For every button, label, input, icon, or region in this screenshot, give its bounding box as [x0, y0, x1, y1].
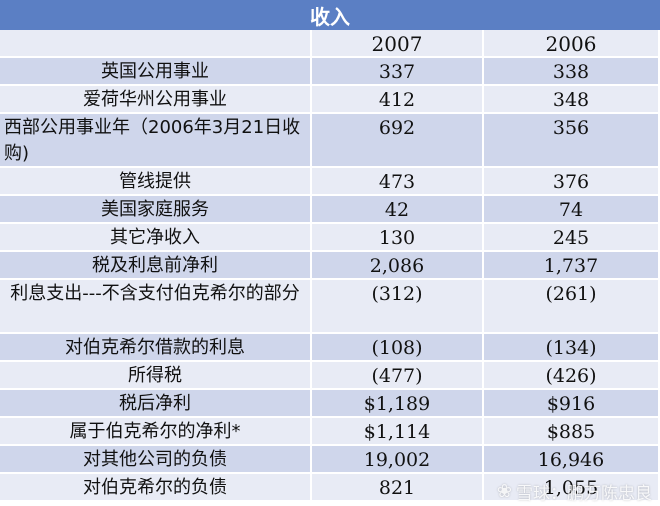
row-value-2006: (261) [484, 280, 660, 334]
watermark: ❀ 雪球：鹏万陈忠良 [497, 479, 652, 504]
row-value-2007: $1,114 [312, 418, 484, 446]
row-value-2006: 376 [484, 168, 660, 196]
table-title: 收入 [0, 0, 660, 30]
row-value-2006: 16,946 [484, 446, 660, 474]
row-value-2007: 130 [312, 224, 484, 252]
row-label: 税后净利 [0, 390, 312, 418]
row-label: 英国公用事业 [0, 58, 312, 86]
row-value-2007: 412 [312, 86, 484, 114]
row-value-2007: (312) [312, 280, 484, 334]
row-label: 美国家庭服务 [0, 196, 312, 224]
row-label: 管线提供 [0, 168, 312, 196]
row-value-2006: 245 [484, 224, 660, 252]
income-table: 2007 2006 英国公用事业 337 338 爱荷华州公用事业 412 34… [0, 30, 660, 506]
header-cell-2007: 2007 [312, 30, 484, 58]
row-value-2006: 338 [484, 58, 660, 86]
row-value-2007: 692 [312, 114, 484, 168]
row-value-2007: 473 [312, 168, 484, 196]
row-value-2006: 1,737 [484, 252, 660, 280]
row-value-2007: 19,002 [312, 446, 484, 474]
row-value-2007: 42 [312, 196, 484, 224]
row-value-2006: 356 [484, 114, 660, 168]
row-value-2007: (108) [312, 334, 484, 362]
row-value-2007: $1,189 [312, 390, 484, 418]
row-label: 对伯克希尔的负债 [0, 474, 312, 502]
row-label: 对伯克希尔借款的利息 [0, 334, 312, 362]
row-value-2006: 348 [484, 86, 660, 114]
row-value-2006: $916 [484, 390, 660, 418]
row-value-2006: 1,055 [484, 474, 660, 502]
header-cell-2006: 2006 [484, 30, 660, 58]
row-label: 属于伯克希尔的净利* [0, 418, 312, 446]
row-value-2006: 74 [484, 196, 660, 224]
row-label: 所得税 [0, 362, 312, 390]
row-value-2007: 821 [312, 474, 484, 502]
row-value-2006: (134) [484, 334, 660, 362]
row-value-2006: (426) [484, 362, 660, 390]
row-label: 税及利息前净利 [0, 252, 312, 280]
header-cell-label [0, 30, 312, 58]
row-value-2007: (477) [312, 362, 484, 390]
row-value-2007: 337 [312, 58, 484, 86]
row-label: 对其他公司的负债 [0, 446, 312, 474]
row-label: 西部公用事业年（2006年3月21日收购) [0, 114, 312, 168]
row-value-2006: $885 [484, 418, 660, 446]
row-value-2007: 2,086 [312, 252, 484, 280]
row-label: 爱荷华州公用事业 [0, 86, 312, 114]
row-label: 利息支出---不含支付伯克希尔的部分 [0, 280, 312, 334]
row-label: 其它净收入 [0, 224, 312, 252]
snowball-logo-icon: ❀ [496, 481, 512, 502]
watermark-text: 雪球：鹏万陈忠良 [516, 484, 652, 504]
